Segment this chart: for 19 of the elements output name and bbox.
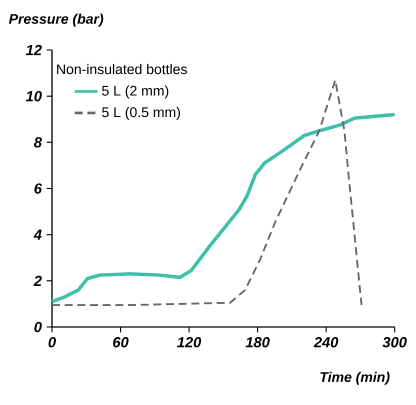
legend-label: 5 L (2 mm)	[102, 85, 168, 98]
y-tick-label: 12	[26, 44, 42, 56]
x-tick-label: 60	[113, 337, 129, 348]
x-tick-label: 300	[382, 337, 407, 348]
legend-label: 5 L (0.5 mm)	[102, 106, 180, 120]
x-tick-label: 180	[246, 337, 270, 348]
y-tick-label: 2	[34, 276, 42, 286]
y-tick-label: 8	[34, 137, 42, 148]
y-tick-label: 6	[34, 183, 42, 194]
x-tick-label: 240	[314, 337, 338, 348]
x-axis-title: Time (min)	[320, 372, 390, 385]
y-tick-label: 10	[26, 90, 42, 102]
line-series	[51, 79, 362, 306]
x-tick-label: 0	[48, 337, 56, 348]
x-tick-label: 120	[177, 337, 202, 348]
y-tick-label: 4	[34, 230, 42, 240]
y-axis-title: Pressure (bar)	[8, 14, 104, 27]
legend-title: Non-insulated bottles	[57, 64, 187, 74]
y-tick-label: 0	[34, 322, 42, 332]
